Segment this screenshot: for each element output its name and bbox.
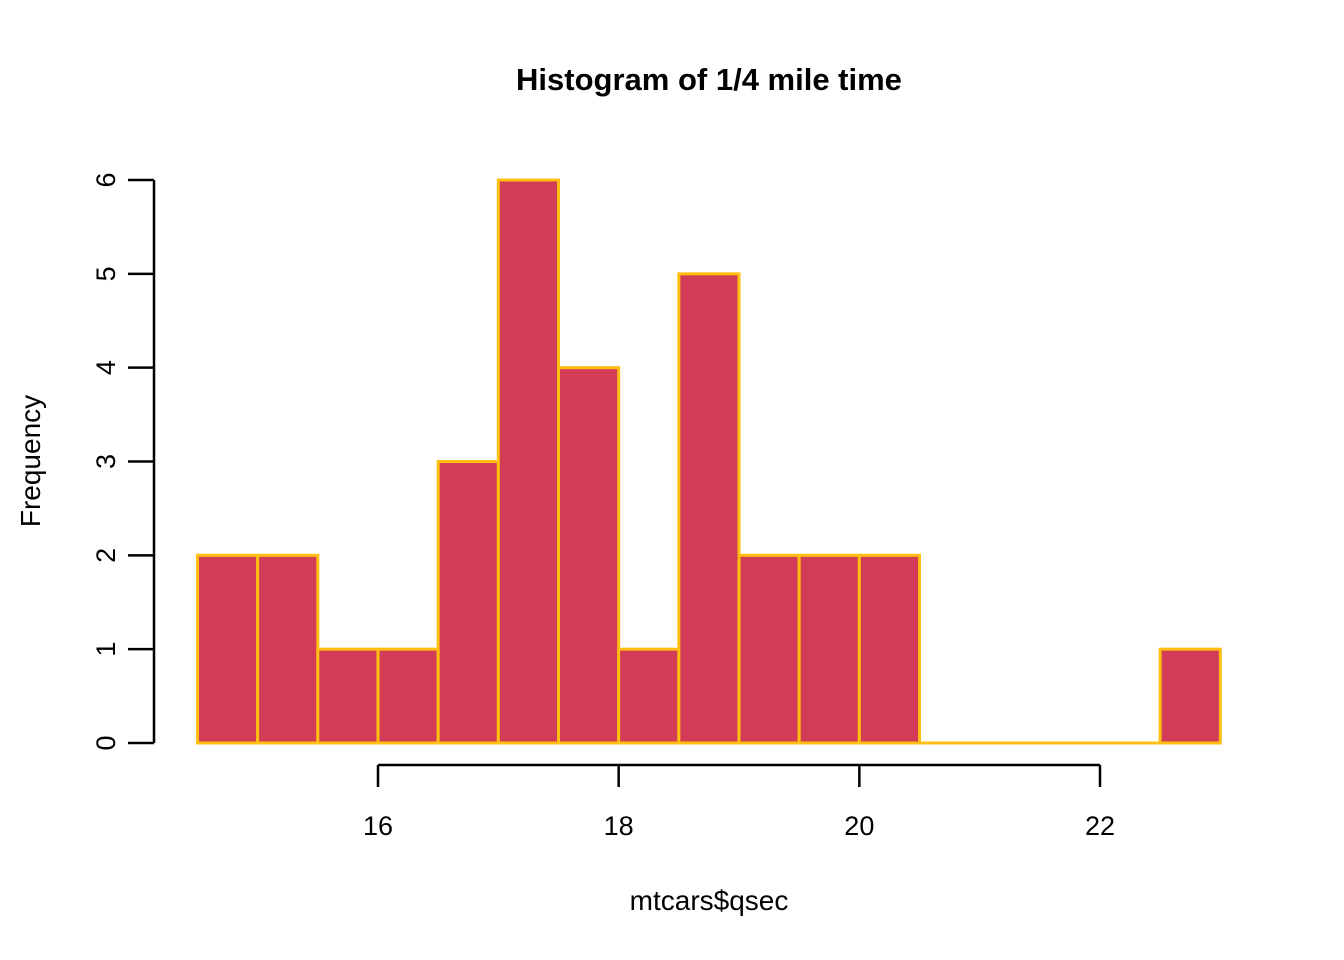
x-tick-label: 20 — [844, 811, 874, 841]
histogram-bar — [256, 553, 320, 745]
histogram-bar — [797, 553, 861, 745]
histogram-bar — [496, 178, 561, 745]
x-tick-label: 22 — [1085, 811, 1115, 841]
histogram-bar — [677, 272, 741, 745]
chart-title: Histogram of 1/4 mile time — [516, 62, 902, 97]
x-tick-label: 18 — [604, 811, 634, 841]
axes: 0 1 2 3 4 5 6 16 18 20 22 — [91, 172, 1115, 841]
y-tick-label: 4 — [91, 360, 121, 375]
histogram-bar — [1158, 647, 1222, 745]
histogram-bar — [557, 366, 621, 745]
x-tick-label: 16 — [363, 811, 393, 841]
y-axis-label: Frequency — [15, 395, 46, 527]
histogram-bar — [196, 553, 260, 745]
y-tick-label: 6 — [91, 172, 121, 187]
histogram-bar — [737, 553, 801, 745]
histogram-bar — [376, 647, 440, 745]
y-tick-label: 1 — [91, 642, 121, 657]
x-axis-label: mtcars$qsec — [630, 885, 789, 916]
y-tick-label: 2 — [91, 548, 121, 563]
histogram-bar — [857, 553, 921, 745]
histogram-bar — [617, 647, 681, 745]
y-tick-label: 3 — [91, 454, 121, 469]
y-tick-label: 5 — [91, 266, 121, 281]
histogram-bar — [436, 460, 500, 745]
bars-group — [196, 178, 1222, 745]
y-tick-label: 0 — [91, 735, 121, 750]
histogram-bar — [316, 647, 380, 745]
